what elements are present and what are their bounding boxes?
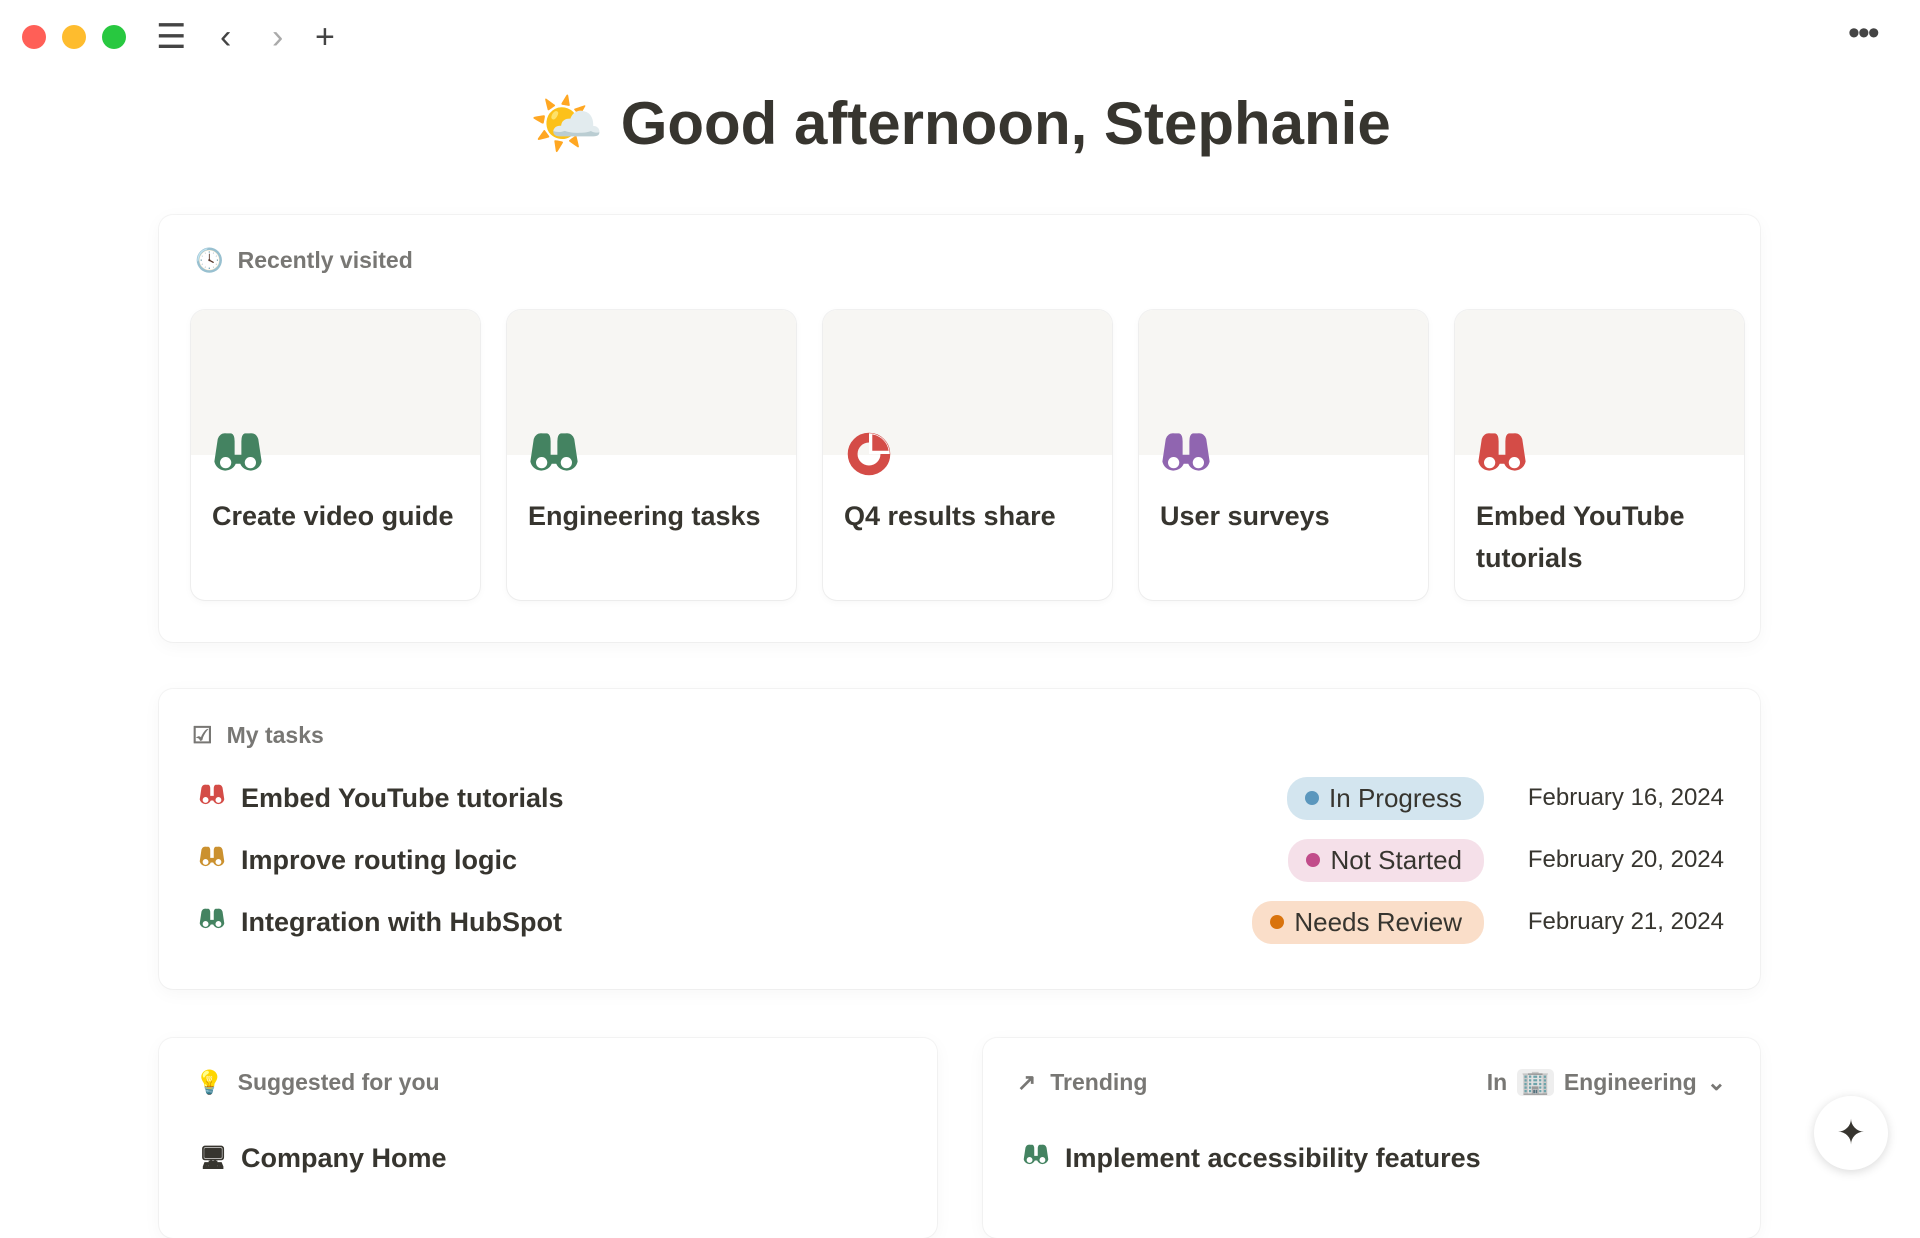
hamburger-icon[interactable]: ☰ [156, 18, 187, 56]
section-title: My tasks [226, 722, 324, 748]
page-title: Q4 results share [844, 501, 1056, 531]
sparkle-icon[interactable]: ✦ [1814, 1096, 1888, 1170]
status-label: Needs Review [1294, 906, 1462, 937]
page-title: Engineering tasks [528, 501, 761, 531]
binoculars-icon [199, 907, 229, 936]
greeting-text: Good afternoon, Stephanie [620, 90, 1391, 157]
chevron-right-icon[interactable]: › [272, 18, 284, 56]
section-title: Trending [1050, 1069, 1148, 1095]
status-label: In Progress [1329, 782, 1462, 813]
binoculars-icon [199, 845, 229, 874]
clock-icon: 🕓 [195, 247, 224, 273]
my-tasks-header: ☑ My tasks [192, 722, 324, 749]
greeting: 🌤️ Good afternoon, Stephanie [0, 88, 1920, 159]
page-cover [507, 310, 796, 455]
my-tasks-section: ☑ My tasks Embed YouTube tutorials In Prog… [159, 689, 1760, 989]
binoculars-icon [1023, 1143, 1053, 1172]
page-cover [1455, 310, 1744, 455]
suggested-header: 💡 Suggested for you [195, 1069, 440, 1096]
status-dot [1305, 791, 1320, 805]
status-dot [1270, 915, 1285, 929]
trending-up-icon: ↗ [1017, 1069, 1037, 1095]
checkbox-icon: ☑ [192, 722, 213, 748]
task-row[interactable]: Improve routing logic Not Started February… [199, 835, 1724, 885]
task-name: Improve routing logic [241, 844, 518, 875]
status-dot [1306, 853, 1321, 867]
recent-page-card[interactable]: Engineering tasks [507, 310, 796, 600]
due-date: February 20, 2024 [1527, 846, 1724, 873]
recently-visited-header: 🕓 Recently visited [195, 247, 413, 274]
list-item[interactable]: Implement accessibility features [1023, 1133, 1724, 1183]
binoculars-icon [1477, 430, 1527, 486]
recent-page-card[interactable]: Q4 results share [823, 310, 1112, 600]
trending-section: ↗ Trending In 🏢 Engineering ⌄ Implement acce… [983, 1038, 1760, 1238]
trending-filter-dropdown[interactable]: In 🏢 Engineering ⌄ [1487, 1069, 1726, 1096]
chevron-down-icon: ⌄ [1706, 1069, 1726, 1095]
plus-icon[interactable]: + [315, 18, 335, 56]
weather-emoji: 🌤️ [529, 90, 605, 157]
task-name: Integration with HubSpot [241, 906, 562, 937]
recent-page-card[interactable]: Embed YouTube tutorials [1455, 310, 1744, 600]
close-window-button[interactable] [22, 25, 46, 49]
section-title: Recently visited [237, 247, 413, 273]
page-cover [823, 310, 1112, 455]
task-row[interactable]: Embed YouTube tutorials In Progress Februa… [199, 773, 1724, 823]
ellipsis-icon[interactable]: ••• [1848, 14, 1880, 52]
trending-header: ↗ Trending [1017, 1069, 1147, 1096]
binoculars-icon [529, 430, 579, 486]
minimize-window-button[interactable] [62, 25, 86, 49]
page-title: User surveys [1160, 501, 1330, 531]
desk-icon: 🖥 [199, 1145, 227, 1170]
filter-value: Engineering [1563, 1069, 1697, 1095]
status-badge[interactable]: In Progress [1287, 776, 1484, 820]
status-label: Not Started [1330, 844, 1462, 875]
lightbulb-icon: 💡 [195, 1069, 224, 1095]
filter-prefix: In [1486, 1069, 1508, 1095]
binoculars-icon [213, 430, 263, 486]
recently-visited-section: 🕓 Recently visited Create video guide Engi… [159, 215, 1760, 642]
section-title: Suggested for you [237, 1069, 440, 1095]
item-name: Implement accessibility features [1065, 1142, 1481, 1173]
task-row[interactable]: Integration with HubSpot Needs Review Febr… [199, 897, 1724, 947]
chevron-left-icon[interactable]: ‹ [220, 18, 232, 56]
task-name: Embed YouTube tutorials [241, 782, 564, 813]
binoculars-icon [1161, 430, 1211, 486]
page-title: Create video guide [212, 501, 454, 531]
team-icon: 🏢 [1517, 1069, 1554, 1096]
page-title: Embed YouTube tutorials [1476, 501, 1685, 573]
item-name: Company Home [241, 1142, 447, 1173]
page-cover [1139, 310, 1428, 455]
list-item[interactable]: 🖥 Company Home [199, 1133, 901, 1183]
suggested-section: 💡 Suggested for you 🖥 Company Home [159, 1038, 937, 1238]
due-date: February 16, 2024 [1527, 784, 1724, 811]
recent-page-card[interactable]: User surveys [1139, 310, 1428, 600]
page-cover [191, 310, 480, 455]
status-badge[interactable]: Needs Review [1252, 900, 1484, 944]
status-badge[interactable]: Not Started [1288, 838, 1484, 882]
recent-page-card[interactable]: Create video guide [191, 310, 480, 600]
maximize-window-button[interactable] [102, 25, 126, 49]
due-date: February 21, 2024 [1527, 908, 1724, 935]
binoculars-icon [199, 783, 229, 812]
pie-chart-icon [845, 430, 893, 489]
